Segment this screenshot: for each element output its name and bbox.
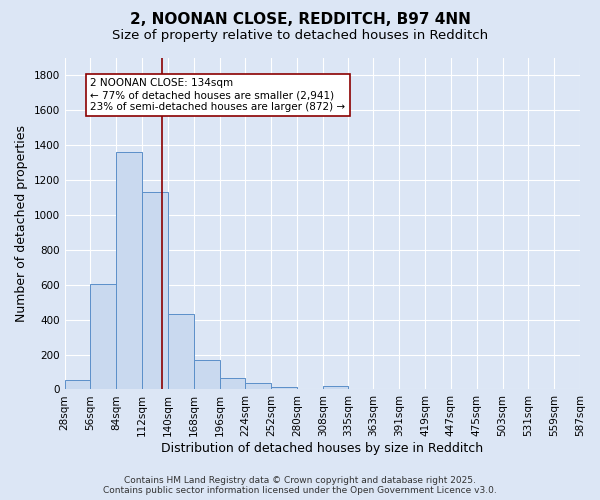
X-axis label: Distribution of detached houses by size in Redditch: Distribution of detached houses by size … [161,442,484,455]
Bar [271,387,297,390]
Bar [323,386,347,390]
Bar [91,284,116,390]
Bar [245,384,271,390]
Bar [168,314,194,390]
Bar [116,152,142,390]
Bar [65,380,91,390]
Bar [220,378,245,390]
Y-axis label: Number of detached properties: Number of detached properties [15,125,28,322]
Text: Size of property relative to detached houses in Redditch: Size of property relative to detached ho… [112,29,488,42]
Bar [142,192,168,390]
Text: Contains HM Land Registry data © Crown copyright and database right 2025.
Contai: Contains HM Land Registry data © Crown c… [103,476,497,495]
Text: 2, NOONAN CLOSE, REDDITCH, B97 4NN: 2, NOONAN CLOSE, REDDITCH, B97 4NN [130,12,470,28]
Text: 2 NOONAN CLOSE: 134sqm
← 77% of detached houses are smaller (2,941)
23% of semi-: 2 NOONAN CLOSE: 134sqm ← 77% of detached… [91,78,346,112]
Bar [194,360,220,390]
